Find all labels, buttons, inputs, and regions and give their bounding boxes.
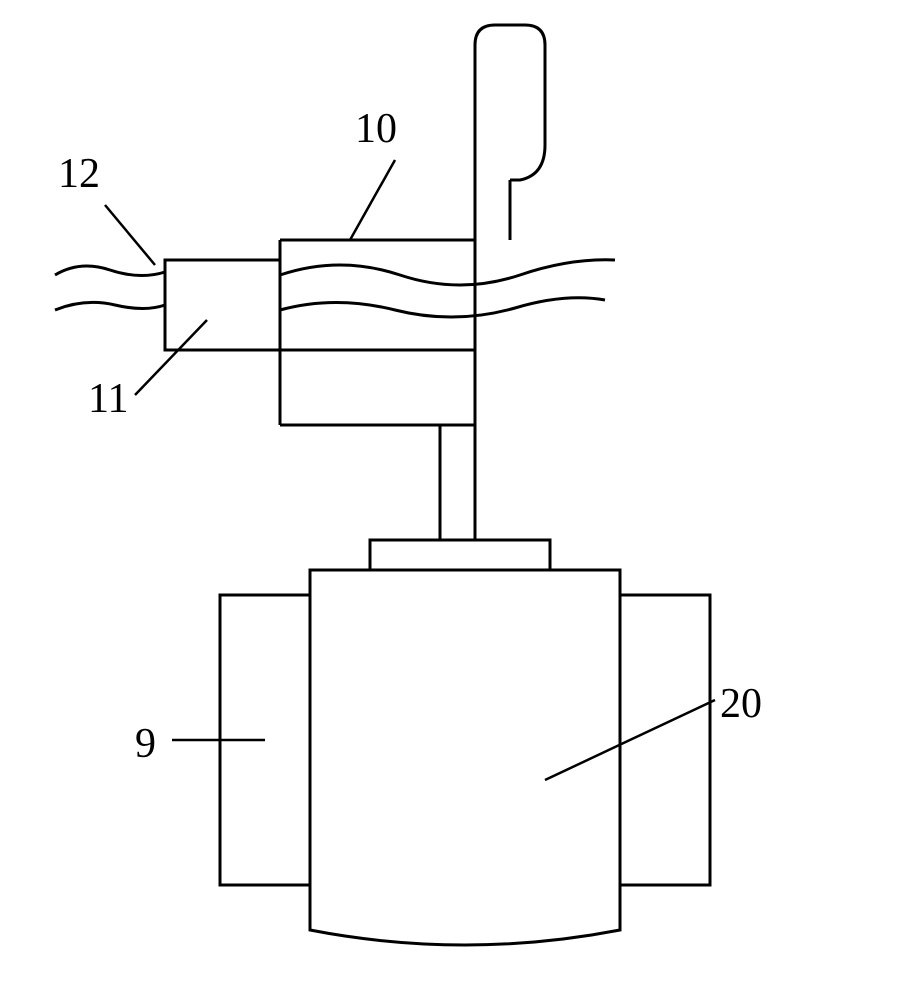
leader-12 — [105, 205, 155, 265]
main-body — [310, 570, 620, 945]
label-12: 12 — [58, 150, 100, 198]
small-box — [165, 260, 280, 350]
handle-post — [475, 180, 510, 350]
wavy-tube-left-bottom — [55, 302, 165, 310]
wavy-tube-left-top — [55, 266, 165, 276]
bracket-upper — [280, 240, 475, 350]
label-11: 11 — [88, 375, 128, 423]
label-9: 9 — [135, 720, 156, 768]
label-10: 10 — [355, 105, 397, 153]
top-cap — [370, 540, 550, 570]
wavy-tube-right-bottom — [280, 298, 605, 317]
wavy-tube-right-top — [280, 260, 615, 285]
handle-top — [475, 25, 545, 180]
label-20: 20 — [720, 680, 762, 728]
bracket-lower — [280, 350, 475, 425]
technical-diagram — [0, 0, 902, 1000]
side-flange-right — [620, 595, 710, 885]
leader-10 — [350, 160, 395, 240]
stem — [440, 425, 475, 540]
leader-20 — [545, 700, 715, 780]
